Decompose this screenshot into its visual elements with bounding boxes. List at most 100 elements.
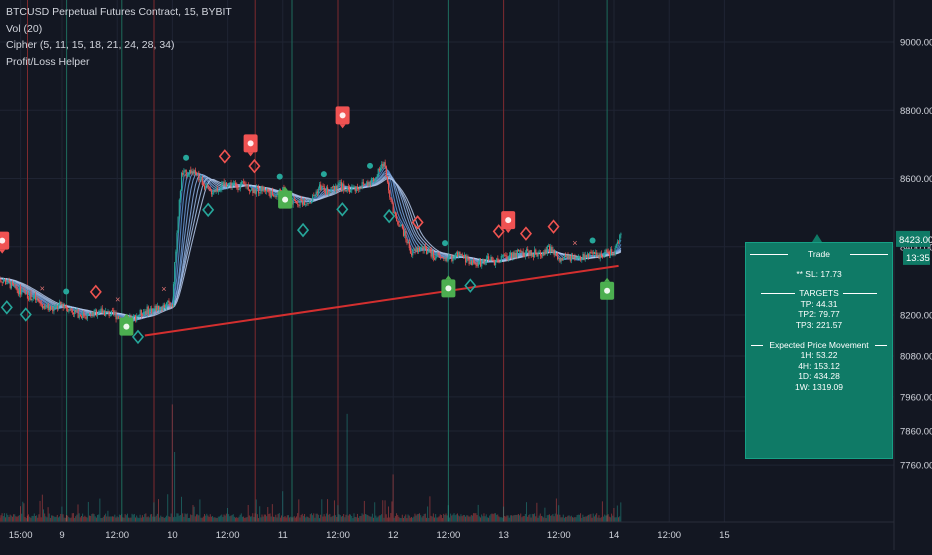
candle-body	[55, 306, 56, 308]
volume-bar	[249, 515, 250, 522]
legend-symbol[interactable]: BTCUSD Perpetual Futures Contract, 15, B…	[6, 4, 232, 21]
candle-body	[173, 284, 174, 306]
candle-body	[0, 281, 1, 282]
volume-bar	[523, 516, 524, 522]
volume-bar	[191, 515, 192, 522]
target-1: TP: 44.31	[746, 299, 892, 310]
volume-bar	[352, 518, 353, 522]
candle-body	[147, 307, 148, 314]
volume-bar	[45, 516, 46, 522]
candle-body	[351, 188, 352, 191]
candle-body	[343, 184, 344, 191]
cross-marker: ×	[40, 283, 45, 293]
candle-body	[229, 182, 230, 183]
volume-bar	[174, 452, 175, 522]
candle-body	[561, 258, 562, 262]
volume-bar	[311, 513, 312, 522]
candle-body	[395, 212, 396, 216]
candle-body	[387, 177, 388, 183]
volume-bar	[240, 515, 241, 522]
volume-bar	[13, 514, 14, 522]
volume-bar	[324, 514, 325, 522]
candle-body	[574, 256, 575, 258]
volume-bar	[304, 514, 305, 522]
candle-body	[508, 259, 509, 260]
candle-body	[51, 308, 52, 310]
legend-cipher[interactable]: Cipher (5, 11, 15, 18, 21, 24, 28, 34)	[6, 37, 232, 54]
volume-bar	[306, 517, 307, 522]
candle-body	[479, 261, 480, 262]
candle-body	[14, 284, 15, 285]
volume-bar	[6, 513, 7, 522]
volume-bar	[414, 514, 415, 522]
volume-bar	[32, 516, 33, 522]
volume-bar	[475, 513, 476, 522]
volume-bar	[620, 502, 621, 522]
volume-bar	[46, 517, 47, 522]
volume-bar	[465, 517, 466, 522]
candle-body	[52, 308, 53, 312]
candle-body	[402, 225, 403, 229]
x-tick-label: 9	[59, 530, 64, 541]
candle-body	[43, 306, 44, 308]
legend-volume[interactable]: Vol (20)	[6, 21, 232, 38]
volume-bar	[557, 515, 558, 522]
candle-body	[12, 282, 13, 284]
candle-body	[356, 186, 357, 191]
volume-bar	[320, 515, 321, 522]
volume-bar	[555, 514, 556, 522]
candle-body	[328, 192, 329, 194]
volume-bar	[372, 514, 373, 522]
volume-bar	[474, 513, 475, 522]
volume-bar	[420, 515, 421, 522]
volume-bar	[50, 518, 51, 522]
candle-body	[273, 195, 274, 196]
legend-helper[interactable]: Profit/Loss Helper	[6, 54, 232, 71]
candle-body	[528, 251, 529, 256]
volume-bar	[225, 516, 226, 522]
candle-body	[439, 255, 440, 257]
volume-bar	[168, 516, 169, 522]
candle-body	[569, 255, 570, 258]
candle-body	[382, 164, 383, 166]
volume-bar	[38, 514, 39, 522]
volume-bar	[7, 515, 8, 522]
candle-body	[460, 254, 461, 255]
candle-body	[143, 312, 144, 316]
volume-bar	[347, 414, 348, 522]
volume-bar	[296, 516, 297, 522]
volume-bar	[571, 516, 572, 522]
candle-body	[526, 249, 527, 253]
candle-body	[89, 313, 90, 314]
volume-bar	[443, 514, 444, 522]
x-tick-label: 13	[498, 530, 509, 541]
candle-body	[347, 186, 348, 191]
volume-bar	[409, 516, 410, 522]
volume-bar	[393, 474, 394, 522]
candle-body	[336, 186, 337, 189]
candle-body	[607, 250, 608, 252]
volume-bar	[66, 515, 67, 522]
skull-icon	[248, 140, 254, 146]
volume-bar	[55, 517, 56, 522]
volume-bar	[594, 516, 595, 522]
volume-bar	[42, 495, 43, 522]
volume-bar	[21, 514, 22, 522]
candle-body	[472, 260, 473, 265]
volume-bar	[153, 502, 154, 522]
divider	[750, 254, 788, 255]
volume-bar	[74, 518, 75, 522]
dot-marker	[442, 240, 448, 246]
x-tick-label: 11	[278, 530, 288, 541]
volume-bar	[57, 515, 58, 522]
candle-body	[175, 252, 176, 263]
volume-bar	[276, 517, 277, 522]
volume-bar	[127, 514, 128, 522]
volume-bar	[181, 497, 182, 522]
candle-body	[245, 184, 246, 186]
candle-body	[577, 258, 578, 259]
volume-bar	[283, 517, 284, 522]
candle-body	[73, 312, 74, 314]
candle-body	[268, 192, 269, 193]
